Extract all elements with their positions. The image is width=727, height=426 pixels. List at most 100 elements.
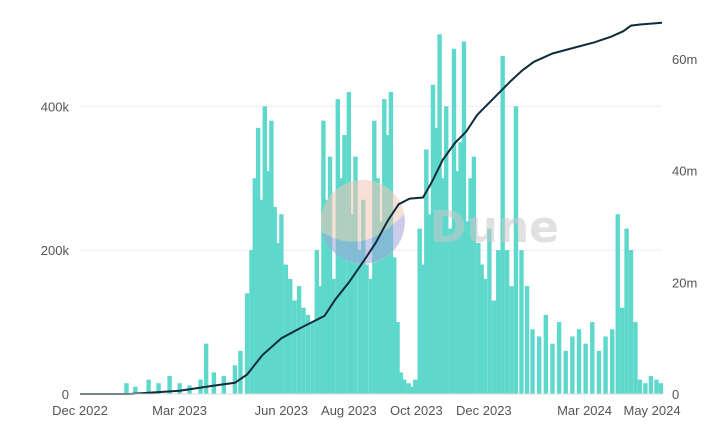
bar (590, 322, 595, 394)
watermark-text: Dune (430, 202, 559, 253)
bar (252, 178, 258, 394)
bar (357, 250, 363, 394)
bar (583, 343, 588, 394)
line-series (80, 21, 663, 395)
bar (487, 228, 492, 394)
bar (385, 135, 390, 395)
bar (596, 350, 602, 394)
bar (296, 286, 302, 394)
y-left-tick-label: 200k (41, 243, 70, 258)
bar (437, 34, 442, 395)
bar (570, 336, 575, 394)
bar (455, 171, 460, 394)
x-tick-label: Jun 2023 (255, 403, 309, 418)
bar (603, 336, 608, 394)
bar (331, 278, 336, 394)
bar (255, 127, 261, 394)
bar (167, 376, 172, 394)
bar (491, 300, 497, 394)
bar (249, 250, 254, 394)
bar (654, 379, 659, 394)
bar (424, 149, 429, 394)
bar (133, 386, 138, 394)
bar (292, 300, 297, 394)
y-right-tick-label: 20m (672, 275, 697, 290)
bar (448, 228, 453, 394)
bar (265, 171, 271, 394)
x-tick-label: Dec 2023 (456, 403, 512, 418)
bar (353, 156, 358, 394)
bar (500, 55, 505, 394)
bar (317, 286, 323, 394)
bar (563, 350, 568, 394)
bar (321, 120, 326, 394)
bar (211, 372, 217, 394)
bar (232, 365, 238, 394)
bar (513, 106, 519, 395)
watermark-logo-swoosh (322, 214, 405, 264)
bar (398, 372, 404, 394)
bar (536, 336, 542, 394)
bar (556, 322, 562, 394)
dune-watermark: Dune (321, 180, 559, 264)
y-left-tick-label: 400k (41, 99, 70, 114)
bar (238, 350, 243, 394)
bar (461, 41, 467, 394)
bar (479, 264, 484, 394)
bar (368, 278, 374, 394)
bar (378, 221, 384, 394)
bar (420, 264, 426, 394)
bar (643, 383, 648, 394)
bar (430, 84, 436, 394)
bar (349, 214, 355, 394)
y-right-tick-label: 40m (672, 164, 697, 179)
bar (310, 322, 315, 394)
bar (619, 307, 625, 394)
bar (283, 264, 289, 394)
bar (324, 199, 329, 394)
bar (301, 307, 306, 394)
bar (458, 142, 463, 394)
bar (406, 383, 411, 394)
bar (543, 314, 549, 394)
bar (305, 314, 311, 394)
x-tick-label: Dec 2022 (52, 403, 108, 418)
bar (471, 156, 477, 394)
bar (434, 127, 439, 394)
bar (392, 257, 397, 394)
x-tick-label: Mar 2023 (152, 403, 207, 418)
bar (610, 329, 615, 394)
bar (550, 343, 555, 394)
bar (417, 228, 422, 394)
x-tick-label: Oct 2023 (390, 403, 443, 418)
bar (279, 214, 284, 394)
x-tick-label: May 2024 (623, 403, 680, 418)
y-left-tick-label: 0 (62, 387, 69, 402)
bar (364, 264, 369, 394)
bar (465, 221, 470, 394)
bar (427, 214, 432, 394)
bar (259, 199, 264, 394)
bar (576, 329, 582, 394)
bar (275, 242, 281, 394)
x-tick-label: Mar 2024 (557, 403, 612, 418)
y-right-tick-label: 0 (672, 387, 679, 402)
bar (146, 379, 151, 394)
bar (496, 250, 501, 394)
bar (342, 135, 347, 395)
bar (524, 286, 530, 394)
bar (338, 178, 344, 394)
bar (504, 250, 510, 394)
bar (375, 178, 380, 394)
bar (124, 383, 129, 394)
bar (530, 329, 535, 394)
x-tick-label: Aug 2023 (321, 403, 377, 418)
bar (409, 386, 415, 394)
bar (177, 383, 182, 394)
bar (361, 199, 366, 394)
bar (203, 343, 209, 394)
bar (262, 106, 267, 395)
bar (156, 383, 161, 394)
bar (658, 383, 664, 394)
y-right-tick-label: 60m (672, 52, 697, 67)
